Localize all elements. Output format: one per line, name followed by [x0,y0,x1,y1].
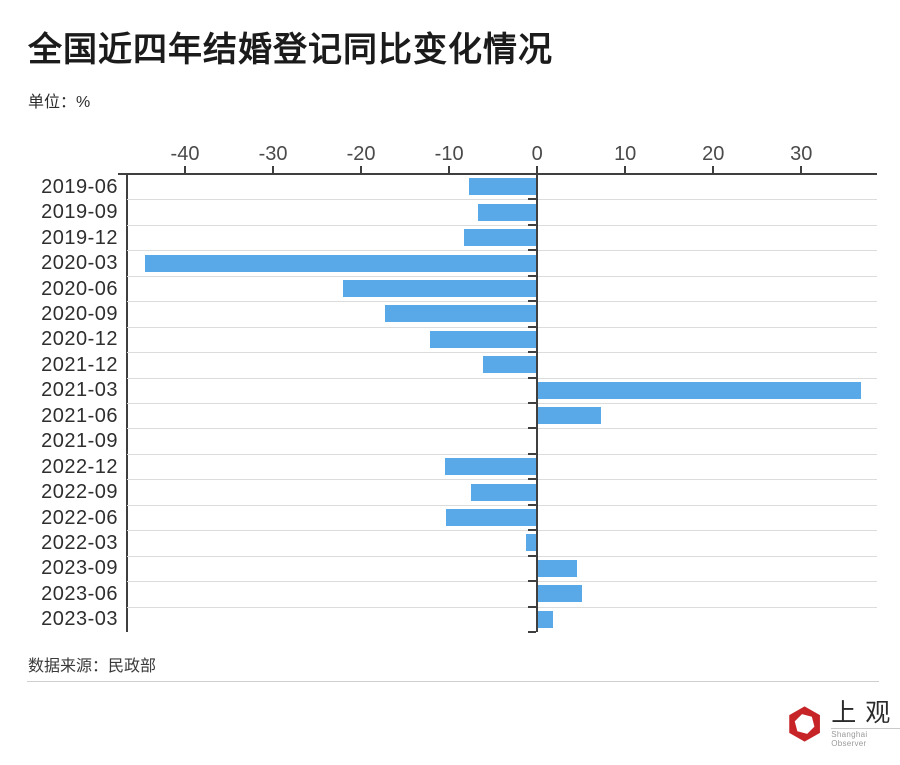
zero-axis-tick [528,580,537,583]
bar [429,330,538,348]
zero-axis-tick [528,198,537,201]
gridline [127,377,877,379]
bar [537,559,577,577]
zero-axis-tick [528,325,537,328]
zero-axis-tick [528,605,537,608]
gridline [127,275,877,277]
y-axis-label: 2022-06 [41,506,118,529]
top-axis-line [118,173,877,175]
gridline [127,453,877,455]
zero-axis-tick [528,173,537,175]
bar [469,178,538,196]
shanghai-observer-logo: 上观 Shanghai Observer [786,700,900,748]
x-axis-tick-label: 20 [702,143,725,165]
zero-axis-tick [528,503,537,506]
bar [537,585,583,603]
gridline [127,250,877,252]
zero-axis-tick [528,554,537,557]
bar [471,483,538,501]
y-axis-label: 2020-09 [41,302,118,325]
x-axis-tick [712,166,715,174]
x-axis-tick-label: 0 [531,143,543,165]
gridline [127,530,877,532]
zero-axis-tick [528,274,537,277]
zero-axis-tick [528,478,537,481]
y-axis-label: 2021-12 [41,353,118,376]
bar [444,458,538,476]
gridline [127,606,877,608]
bar [483,356,538,374]
gridline [127,403,877,404]
y-axis-label: 2020-12 [41,328,118,351]
gridline [127,352,877,354]
gridline [127,504,877,506]
gridline [127,301,877,303]
y-axis-label: 2022-03 [41,531,118,554]
x-axis-tick-label: -40 [170,143,200,165]
zero-axis-tick [528,351,537,354]
bar [343,280,538,297]
zero-axis-tick [528,529,537,532]
x-axis-tick [624,166,627,174]
bar [537,381,862,399]
x-axis-tick-label: 10 [614,143,637,165]
observer-hexagon-icon [789,706,820,742]
logo-en-label: Shanghai Observer [831,728,900,748]
gridline [127,199,877,201]
x-axis-tick [536,166,539,174]
gridline [127,479,877,481]
bar [525,534,538,552]
bar [445,509,538,526]
zero-axis-tick [528,427,537,430]
y-axis-label: 2021-06 [41,404,118,427]
x-axis-tick-label: -20 [346,143,376,165]
zero-axis-tick [528,376,537,379]
y-axis-label: 2022-12 [41,455,118,478]
page-title: 全国近四年结婚登记同比变化情况 [28,31,553,69]
y-axis-label: 2022-09 [41,481,118,504]
x-axis-tick [272,166,275,174]
y-axis-label: 2019-06 [41,175,118,198]
logo-text: 上观 Shanghai Observer [831,700,900,748]
bar [464,229,538,247]
bar [537,610,553,628]
x-axis-tick-label: 30 [790,143,813,165]
zero-axis-tick [528,631,537,633]
logo-cn-label: 上观 [831,698,900,727]
zero-axis-line [536,174,539,632]
x-axis-tick-label: -30 [258,143,288,165]
y-axis-label: 2023-03 [41,608,118,631]
y-axis-label: 2019-09 [41,201,118,224]
zero-axis-tick [528,452,537,455]
y-axis-label: 2020-06 [41,277,118,300]
y-axis-label: 2023-09 [41,557,118,580]
zero-axis-tick [528,300,537,303]
gridline [127,326,877,328]
zero-axis-tick [528,249,537,252]
gridline [127,428,877,430]
zero-axis-tick [528,402,537,404]
gridline [127,224,877,226]
bar [537,407,602,425]
gridline [127,555,877,557]
y-axis-label: 2021-09 [41,430,118,453]
x-axis-tick [800,166,803,174]
y-axis-label: 2019-12 [41,226,118,249]
footer-divider [27,681,879,682]
x-axis-tick [360,166,363,174]
x-axis-tick [183,166,186,174]
bar [478,203,538,221]
bar [384,305,538,323]
bar [145,254,538,272]
data-source-label: 数据来源：民政部 [28,658,157,675]
x-axis-tick-label: -10 [434,143,464,165]
y-axis-label: 2021-03 [41,379,118,402]
y-axis-label: 2023-06 [41,582,118,605]
x-axis-tick [448,166,451,174]
y-axis-label: 2020-03 [41,252,118,275]
unit-label: 单位：% [28,94,91,111]
gridline [127,581,877,583]
zero-axis-tick [528,223,537,226]
